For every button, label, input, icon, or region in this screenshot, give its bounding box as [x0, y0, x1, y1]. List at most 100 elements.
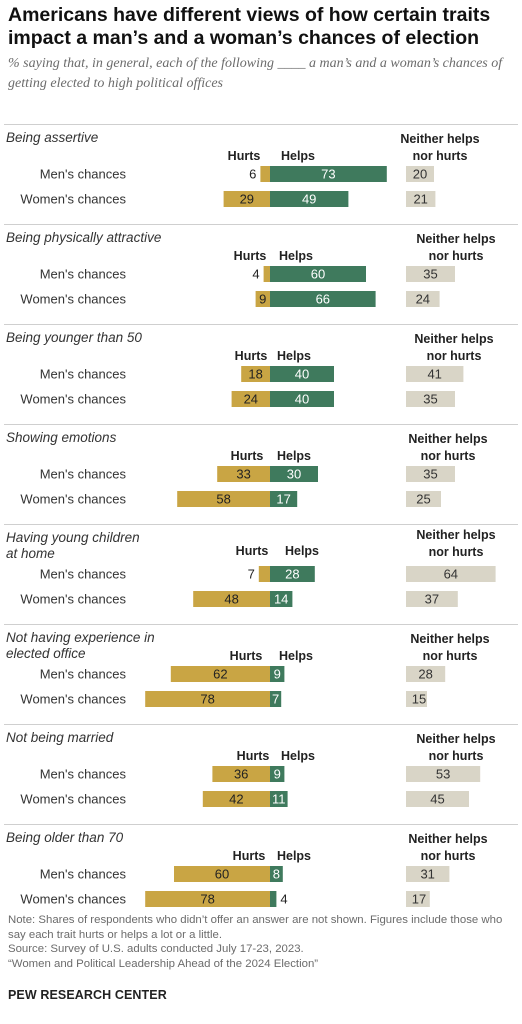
row-label: Women's chances: [20, 392, 126, 407]
bar-neither: [406, 691, 427, 707]
row-label: Women's chances: [20, 892, 126, 907]
value-neither: 25: [416, 492, 430, 507]
value-helps: 60: [311, 267, 325, 282]
row-label: Men's chances: [40, 767, 127, 782]
bar-helps: [270, 166, 387, 182]
value-helps: 40: [295, 367, 309, 382]
value-hurts: 78: [200, 692, 214, 707]
note-text: Note: Shares of respondents who didn’t o…: [8, 914, 503, 941]
header-neither-line1: Neither helps: [416, 232, 495, 246]
header-helps: Helps: [277, 849, 311, 863]
row-label: Women's chances: [20, 192, 126, 207]
value-helps: 73: [321, 167, 335, 182]
bar-helps: [270, 366, 334, 382]
bar-hurts: [177, 491, 270, 507]
source-text: Source: Survey of U.S. adults conducted …: [8, 943, 304, 956]
header-neither-line2: nor hurts: [429, 249, 484, 263]
value-neither: 35: [423, 467, 437, 482]
row-label: Women's chances: [20, 692, 126, 707]
bar-hurts: [193, 591, 270, 607]
header-neither-line2: nor hurts: [429, 749, 484, 763]
header-neither-line1: Neither helps: [416, 528, 495, 542]
footnotes: Note: Shares of respondents who didn’t o…: [8, 913, 518, 971]
trait-label: Not being married: [6, 730, 114, 745]
bar-hurts: [258, 566, 270, 582]
value-hurts: 78: [200, 892, 214, 907]
bar-hurts: [231, 391, 270, 407]
header-hurts: Hurts: [228, 149, 261, 163]
brand-logo-text: PEW RESEARCH CENTER: [8, 988, 167, 1002]
report-title: “Women and Political Leadership Ahead of…: [8, 957, 319, 970]
header-hurts: Hurts: [230, 649, 263, 663]
value-neither: 31: [420, 867, 434, 882]
value-helps: 49: [302, 192, 316, 207]
bar-neither: [406, 466, 455, 482]
header-hurts: Hurts: [237, 749, 270, 763]
bar-hurts: [255, 291, 270, 307]
header-neither-line2: nor hurts: [413, 149, 468, 163]
header-hurts: Hurts: [231, 449, 264, 463]
header-neither-line2: nor hurts: [429, 545, 484, 559]
header-helps: Helps: [277, 449, 311, 463]
header-neither-line1: Neither helps: [416, 732, 495, 746]
row-label: Women's chances: [20, 592, 126, 607]
bar-neither: [406, 366, 464, 382]
value-hurts: 36: [234, 767, 248, 782]
bar-hurts: [212, 766, 270, 782]
bar-neither: [406, 766, 481, 782]
header-helps: Helps: [279, 249, 313, 263]
value-helps: 9: [274, 667, 281, 682]
value-hurts: 4: [252, 267, 259, 282]
bar-helps: [270, 491, 298, 507]
bar-hurts: [170, 666, 270, 682]
header-neither-line1: Neither helps: [414, 332, 493, 346]
header-neither-line2: nor hurts: [427, 349, 482, 363]
bar-hurts: [145, 891, 270, 907]
value-hurts: 9: [259, 292, 266, 307]
header-helps: Helps: [277, 349, 311, 363]
value-neither: 53: [436, 767, 450, 782]
value-helps: 14: [274, 592, 288, 607]
value-helps: 4: [280, 892, 287, 907]
bar-hurts: [223, 191, 270, 207]
value-helps: 17: [276, 492, 290, 507]
header-neither-line1: Neither helps: [408, 432, 487, 446]
bar-hurts: [263, 266, 270, 282]
value-neither: 37: [425, 592, 439, 607]
row-label: Men's chances: [40, 567, 127, 582]
row-label: Men's chances: [40, 467, 127, 482]
row-label: Men's chances: [40, 667, 127, 682]
value-helps: 28: [285, 567, 299, 582]
header-hurts: Hurts: [235, 349, 268, 363]
bar-neither: [406, 166, 434, 182]
bar-neither: [406, 391, 455, 407]
bar-neither: [406, 591, 458, 607]
bar-neither: [406, 291, 440, 307]
trait-label: Being assertive: [6, 130, 98, 145]
bar-helps: [270, 691, 282, 707]
value-neither: 20: [413, 167, 427, 182]
value-helps: 8: [273, 867, 280, 882]
value-hurts: 33: [236, 467, 250, 482]
bar-helps: [270, 266, 366, 282]
bar-helps: [270, 666, 285, 682]
bar-helps: [270, 191, 349, 207]
trait-label: at home: [6, 546, 55, 561]
trait-label: Being physically attractive: [6, 230, 161, 245]
bar-helps: [270, 591, 293, 607]
value-hurts: 62: [213, 667, 227, 682]
bar-helps: [270, 291, 376, 307]
header-helps: Helps: [279, 649, 313, 663]
chart-subtitle: % saying that, in general, each of the f…: [8, 56, 503, 91]
bar-neither: [406, 666, 446, 682]
value-neither: 35: [423, 392, 437, 407]
bar-neither: [406, 891, 430, 907]
value-hurts: 58: [216, 492, 230, 507]
bar-helps: [270, 791, 288, 807]
row-label: Women's chances: [20, 492, 126, 507]
bar-neither: [406, 266, 455, 282]
bar-helps: [270, 866, 283, 882]
bar-hurts: [174, 866, 270, 882]
header-neither-line2: nor hurts: [423, 649, 478, 663]
value-neither: 17: [412, 892, 426, 907]
